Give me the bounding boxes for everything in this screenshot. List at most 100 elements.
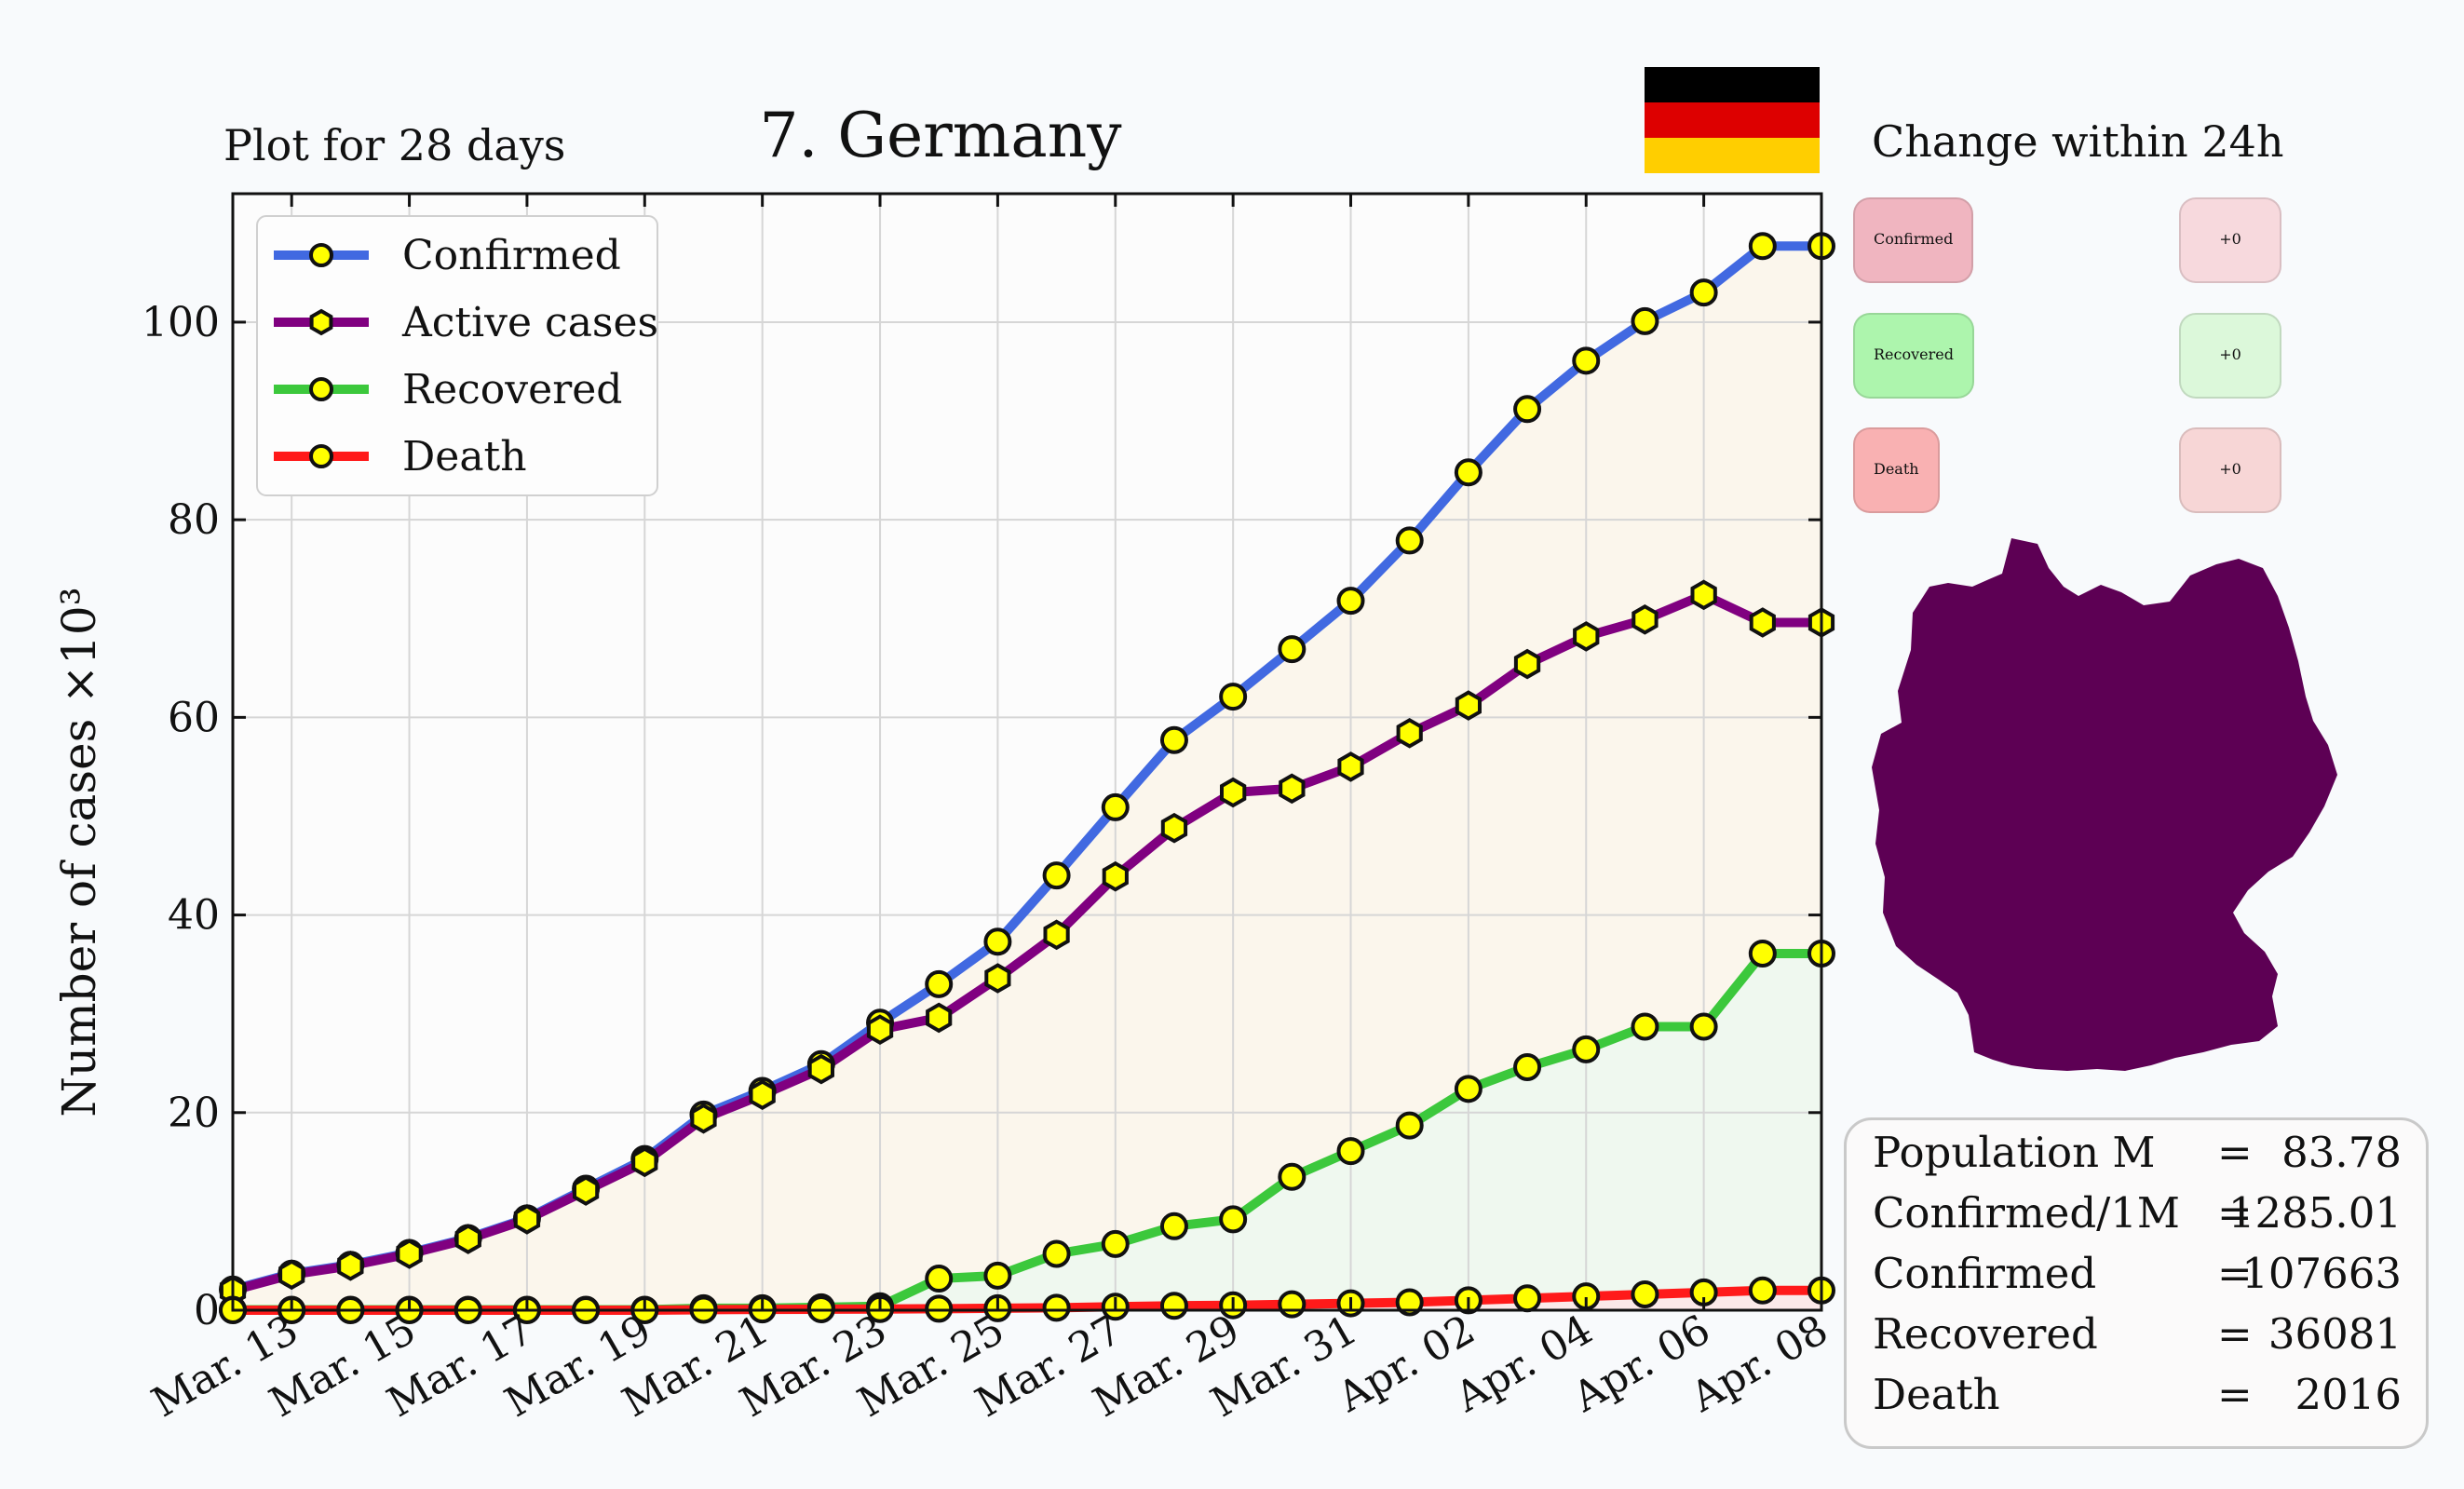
data-point-death xyxy=(1395,1288,1424,1317)
stat-row-population: Population M = 83.78 xyxy=(1873,1128,2402,1187)
legend-label: Death xyxy=(402,433,527,481)
y-tick-label: 80 xyxy=(168,496,220,544)
data-point-confirmed xyxy=(1395,526,1424,555)
data-point-death xyxy=(1748,1276,1777,1305)
stat-equals: = xyxy=(2217,1309,2253,1359)
data-point-active-cases xyxy=(1279,773,1306,805)
data-point-death xyxy=(1513,1284,1542,1313)
data-point-death xyxy=(1631,1280,1659,1309)
data-point-active-cases xyxy=(1573,621,1600,652)
stat-equals: = xyxy=(2217,1370,2253,1419)
data-point-active-cases xyxy=(337,1250,364,1281)
flag-stripe-gold xyxy=(1645,138,1820,173)
data-point-recovered xyxy=(925,1265,954,1293)
stat-row-confirmed: Confirmed = 107663 xyxy=(1873,1249,2402,1308)
stat-label: Population M xyxy=(1873,1128,2156,1177)
data-point-confirmed xyxy=(1572,346,1601,375)
data-point-active-cases xyxy=(513,1204,541,1235)
data-point-active-cases xyxy=(807,1053,834,1085)
data-point-confirmed xyxy=(1219,683,1248,711)
stat-value: 2016 xyxy=(2295,1370,2402,1419)
data-point-death xyxy=(1042,1293,1071,1322)
data-point-active-cases xyxy=(690,1103,717,1134)
data-point-confirmed xyxy=(1042,861,1071,890)
stat-row-confirmed-per-million: Confirmed/1M = 1285.01 xyxy=(1873,1188,2402,1248)
data-point-active-cases xyxy=(1690,579,1717,611)
legend-marker xyxy=(309,444,333,468)
data-point-confirmed xyxy=(1454,458,1482,487)
y-tick-label: 0 xyxy=(194,1287,220,1334)
y-tick-label: 100 xyxy=(142,299,220,346)
stat-equals: = xyxy=(2217,1128,2253,1177)
x-tick-label: Apr. 06 xyxy=(1564,1306,1718,1422)
x-tick-label: Apr. 08 xyxy=(1682,1306,1835,1422)
confirmed-change-delta: +0 xyxy=(2179,197,2281,283)
data-point-active-cases xyxy=(1513,648,1541,680)
data-point-death xyxy=(1159,1292,1188,1320)
data-point-confirmed xyxy=(1631,306,1659,335)
data-point-death xyxy=(925,1294,954,1323)
data-point-active-cases xyxy=(1220,777,1247,808)
recovered-change-label: Recovered xyxy=(1853,313,1974,399)
data-point-active-cases xyxy=(278,1259,305,1291)
legend-marker xyxy=(309,308,333,336)
data-point-recovered xyxy=(1631,1012,1659,1041)
data-point-active-cases xyxy=(396,1239,423,1269)
data-point-confirmed xyxy=(1689,278,1718,307)
germany-flag-icon xyxy=(1645,67,1820,173)
data-point-active-cases xyxy=(926,1002,953,1034)
data-point-confirmed xyxy=(1278,635,1306,664)
data-point-death xyxy=(1278,1290,1306,1319)
death-delta-text: +0 xyxy=(2219,460,2241,478)
data-point-recovered xyxy=(1219,1205,1248,1234)
recovered-delta-text: +0 xyxy=(2219,345,2241,363)
confirmed-delta-text: +0 xyxy=(2219,230,2241,248)
legend-marker xyxy=(309,377,333,401)
stat-value: 83.78 xyxy=(2281,1128,2402,1177)
data-point-active-cases xyxy=(1043,919,1070,951)
plot-frame xyxy=(231,192,1823,1312)
data-point-active-cases xyxy=(573,1175,600,1206)
series-line-active-cases xyxy=(231,589,1821,1295)
change-panel-title: Change within 24h xyxy=(1872,116,2284,167)
data-point-confirmed xyxy=(1513,395,1542,424)
stat-row-recovered: Recovered = 36081 xyxy=(1873,1309,2402,1369)
data-point-active-cases xyxy=(1631,603,1658,635)
y-tick-label: 40 xyxy=(168,892,220,940)
recovered-change-text: Recovered xyxy=(1874,345,1954,363)
stats-box: Population M = 83.78 Confirmed/1M = 1285… xyxy=(1844,1117,2429,1449)
data-point-recovered xyxy=(1336,1137,1365,1166)
data-point-confirmed xyxy=(983,927,1012,956)
legend-box xyxy=(256,215,658,496)
plot-days-label: Plot for 28 days xyxy=(223,120,565,170)
data-point-recovered xyxy=(1159,1212,1188,1240)
data-point-recovered xyxy=(1689,1012,1718,1041)
data-point-recovered xyxy=(983,1261,1012,1290)
y-axis-label: Number of cases ×10³ xyxy=(52,587,106,1117)
stat-label: Death xyxy=(1873,1370,2000,1419)
death-change-delta: +0 xyxy=(2179,427,2281,513)
stat-label: Confirmed xyxy=(1873,1249,2097,1298)
legend-label: Confirmed xyxy=(402,232,621,279)
confirmed-change-label: Confirmed xyxy=(1853,197,1974,283)
data-point-active-cases xyxy=(1455,690,1482,721)
recovered-change-delta: +0 xyxy=(2179,313,2281,399)
x-tick-label: Apr. 02 xyxy=(1329,1306,1482,1422)
area-confirmed xyxy=(233,246,1821,1310)
data-point-recovered xyxy=(1042,1239,1071,1268)
stat-equals: = xyxy=(2217,1249,2253,1298)
data-point-active-cases xyxy=(1337,751,1364,782)
stat-row-death: Death = 2016 xyxy=(1873,1370,2402,1429)
data-point-active-cases xyxy=(1749,607,1776,638)
stat-value: 36081 xyxy=(2268,1309,2402,1359)
y-tick-label: 20 xyxy=(168,1090,220,1137)
x-tick-label: Apr. 04 xyxy=(1447,1306,1601,1422)
data-point-recovered xyxy=(1101,1229,1130,1258)
stat-label: Recovered xyxy=(1873,1309,2098,1359)
stat-value: 107663 xyxy=(2241,1249,2402,1298)
data-point-active-cases xyxy=(984,963,1011,994)
data-point-active-cases xyxy=(749,1079,776,1111)
data-point-recovered xyxy=(1513,1052,1542,1081)
germany-map-icon xyxy=(1872,538,2337,1071)
